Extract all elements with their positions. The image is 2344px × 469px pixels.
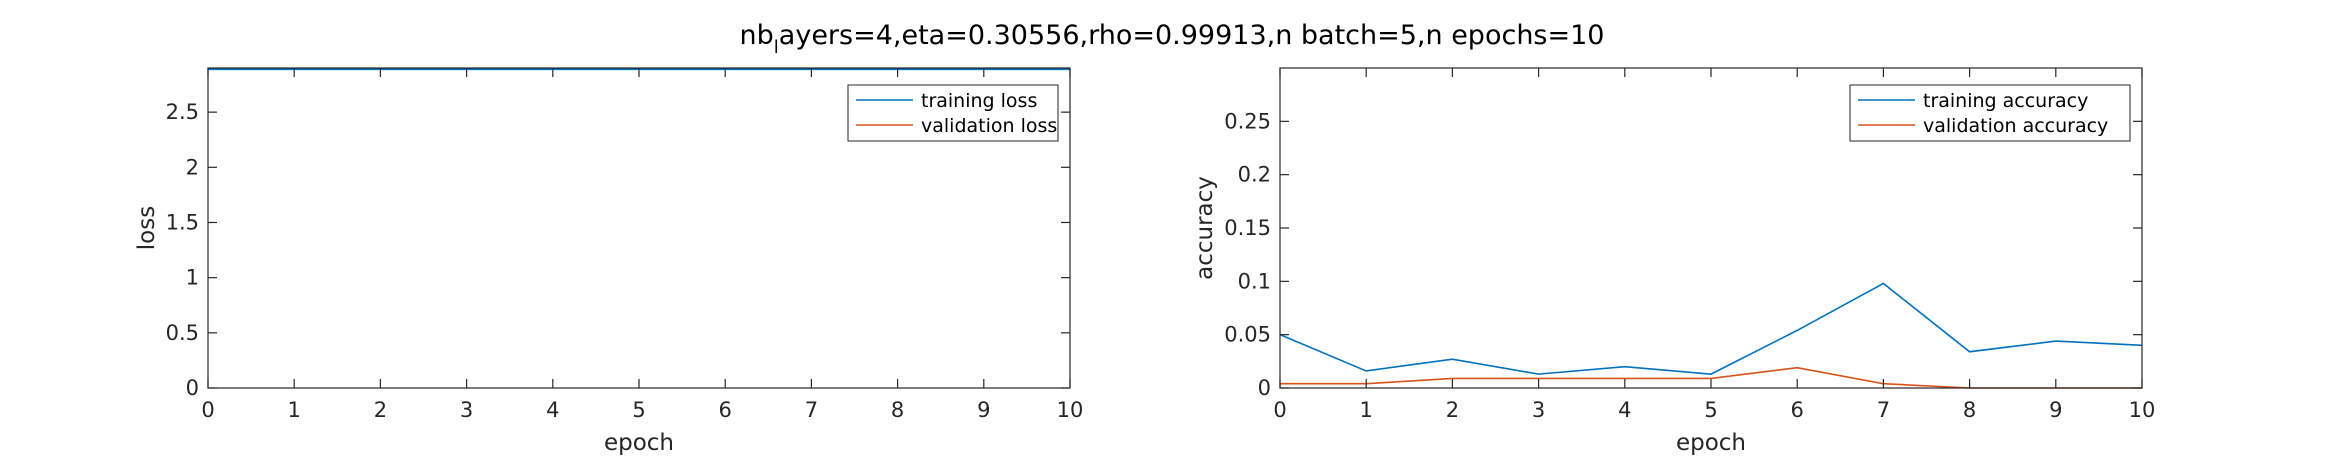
- x-tick-label: 8: [1963, 398, 1976, 422]
- y-tick-label: 0.5: [166, 321, 199, 345]
- x-tick-label: 0: [1273, 398, 1286, 422]
- legend-entry: validation loss: [921, 115, 1057, 137]
- series-line-0: [1279, 282, 2143, 375]
- figure-title: nblayers=4,eta=0.30556,rho=0.99913,n bat…: [740, 20, 1605, 58]
- y-tick-label: 2.5: [166, 100, 199, 124]
- y-tick-label: 0.25: [1224, 109, 1271, 133]
- x-tick-label: 3: [460, 398, 473, 422]
- y-tick-label: 0: [1258, 376, 1271, 400]
- y-tick-label: 1.5: [166, 210, 199, 234]
- x-tick-label: 7: [805, 398, 818, 422]
- figure-title-rest: ayers=4,eta=0.30556,rho=0.99913,n batch=…: [779, 20, 1605, 51]
- x-tick-label: 8: [891, 398, 904, 422]
- x-tick-label: 4: [1618, 398, 1631, 422]
- x-tick-label: 9: [977, 398, 990, 422]
- x-tick-label: 2: [1446, 398, 1459, 422]
- x-tick-label: 10: [1057, 398, 1084, 422]
- y-tick-label: 0.15: [1224, 216, 1271, 240]
- x-tick-label: 7: [1877, 398, 1890, 422]
- legend: training loss validation loss: [847, 84, 1059, 142]
- figure-title-main: nb: [740, 20, 774, 51]
- x-tick-label: 5: [1704, 398, 1717, 422]
- x-tick-label: 6: [719, 398, 732, 422]
- legend-box: [1849, 84, 2131, 142]
- x-tick-label: 10: [2129, 398, 2156, 422]
- x-axis-label: epoch: [604, 430, 674, 456]
- x-tick-label: 9: [2049, 398, 2062, 422]
- y-tick-label: 0: [186, 376, 199, 400]
- y-tick-label: 1: [186, 266, 199, 290]
- x-tick-label: 3: [1532, 398, 1545, 422]
- legend: training accuracy validation accuracy: [1849, 84, 2131, 142]
- x-axis-label: epoch: [1676, 430, 1746, 456]
- figure-title-subscript: l: [774, 37, 779, 58]
- chart-loss: 0 1 2 3 4 5 6 7 8 9 10 0 0.5 1 1.5 2 2.5 epoch loss trainin…: [134, 67, 1084, 456]
- x-tick-label: 6: [1791, 398, 1804, 422]
- x-tick-label: 4: [546, 398, 559, 422]
- x-tick-label: 1: [1360, 398, 1373, 422]
- legend-box: [847, 84, 1059, 142]
- y-axis-label: accuracy: [1192, 176, 1218, 280]
- legend-entry: training accuracy: [1923, 90, 2088, 112]
- y-tick-label: 0.05: [1224, 323, 1271, 347]
- y-tick-label: 0.2: [1238, 163, 1271, 187]
- y-tick-label: 0.1: [1238, 269, 1271, 293]
- y-tick-label: 2: [186, 155, 199, 179]
- x-tick-label: 1: [288, 398, 301, 422]
- x-tick-label: 0: [201, 398, 214, 422]
- legend-entry: validation accuracy: [1923, 115, 2108, 137]
- legend-entry: training loss: [921, 90, 1037, 112]
- y-axis-label: loss: [134, 206, 160, 250]
- x-tick-label: 5: [632, 398, 645, 422]
- chart-accuracy: 0 1 2 3 4 5 6 7 8 9 10 0 0.05 0.1 0.15 0.2 0.25 epoch accu…: [1192, 67, 2156, 456]
- x-tick-label: 2: [374, 398, 387, 422]
